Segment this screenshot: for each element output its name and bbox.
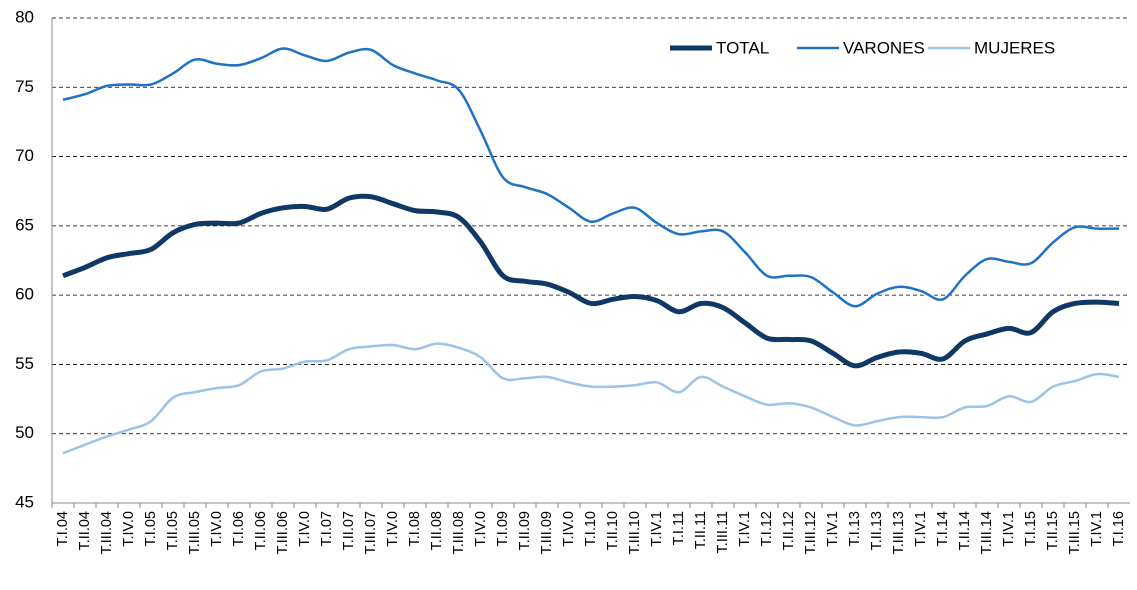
x-tick-label: T.II.06: [253, 511, 269, 551]
y-tick-label: 80: [15, 7, 34, 26]
x-tick-label: T.IV.0: [209, 511, 225, 547]
x-tick-label: T.IV.0: [385, 511, 401, 547]
y-tick-label: 65: [15, 215, 34, 234]
x-tick-label: T.III.11: [715, 511, 731, 553]
y-tick-label: 75: [15, 77, 34, 96]
x-tick-label: T.III.14: [979, 511, 995, 555]
x-tick-label: T.IV.0: [473, 511, 489, 547]
x-tick-label: T.IV.0: [561, 511, 577, 547]
x-tick-label: T.II.07: [341, 511, 357, 551]
x-tick-label: T.II.15: [1045, 511, 1061, 551]
legend-label: TOTAL: [716, 38, 769, 57]
y-tick-label: 50: [15, 423, 34, 442]
legend-label: MUJERES: [974, 38, 1055, 57]
x-tick-label: T.II.11: [693, 511, 709, 549]
x-tick-label: T.I.06: [231, 511, 247, 546]
x-tick-label: T.I.14: [935, 511, 951, 546]
x-tick-label: T.III.10: [627, 511, 643, 555]
x-tick-label: T.I.16: [1111, 511, 1127, 546]
x-tick-label: T.IV.1: [825, 511, 841, 547]
x-tick-label: T.III.13: [891, 511, 907, 555]
x-tick-label: T.I.07: [319, 511, 335, 546]
x-tick-label: T.IV.1: [913, 511, 929, 547]
x-tick-label: T.II.09: [517, 511, 533, 551]
x-tick-label: T.I.13: [847, 511, 863, 546]
x-tick-label: T.I.04: [55, 511, 71, 546]
x-tick-label: T.IV.1: [649, 511, 665, 547]
x-tick-label: T.I.15: [1023, 511, 1039, 546]
x-tick-label: T.III.06: [275, 511, 291, 555]
y-tick-label: 60: [15, 285, 34, 304]
y-tick-label: 55: [15, 354, 34, 373]
x-tick-label: T.III.08: [451, 511, 467, 555]
x-tick-label: T.I.10: [583, 511, 599, 546]
x-tick-label: T.I.05: [143, 511, 159, 546]
x-tick-label: T.IV.1: [1001, 511, 1017, 547]
x-tick-label: T.IV.0: [297, 511, 313, 547]
legend-label: VARONES: [843, 38, 925, 57]
x-tick-label: T.III.15: [1067, 511, 1083, 555]
y-tick-label: 45: [15, 492, 34, 511]
x-tick-label: T.III.09: [539, 511, 555, 555]
x-tick-label: T.IV.1: [737, 511, 753, 547]
x-tick-label: T.I.09: [495, 511, 511, 546]
x-tick-label: T.I.12: [759, 511, 775, 546]
x-tick-label: T.III.05: [187, 511, 203, 555]
x-tick-label: T.IV.1: [1089, 511, 1105, 547]
x-tick-label: T.I.11: [671, 511, 687, 545]
line-series: [62, 47, 1120, 308]
x-tick-label: T.II.05: [165, 511, 181, 551]
x-tick-label: T.II.04: [77, 511, 93, 551]
x-tick-label: T.IV.0: [121, 511, 137, 547]
x-tick-label: T.II.08: [429, 511, 445, 551]
y-tick-label: 70: [15, 146, 34, 165]
x-tick-label: T.I.08: [407, 511, 423, 546]
x-tick-label: T.III.04: [99, 511, 115, 555]
x-tick-label: T.II.13: [869, 511, 885, 551]
x-tick-label: T.II.10: [605, 511, 621, 551]
x-tick-label: T.III.07: [363, 511, 379, 555]
x-tick-label: T.II.14: [957, 511, 973, 551]
x-tick-label: T.II.12: [781, 511, 797, 551]
line-series: [62, 193, 1120, 369]
x-tick-label: T.III.12: [803, 511, 819, 555]
line-series: [62, 342, 1120, 455]
